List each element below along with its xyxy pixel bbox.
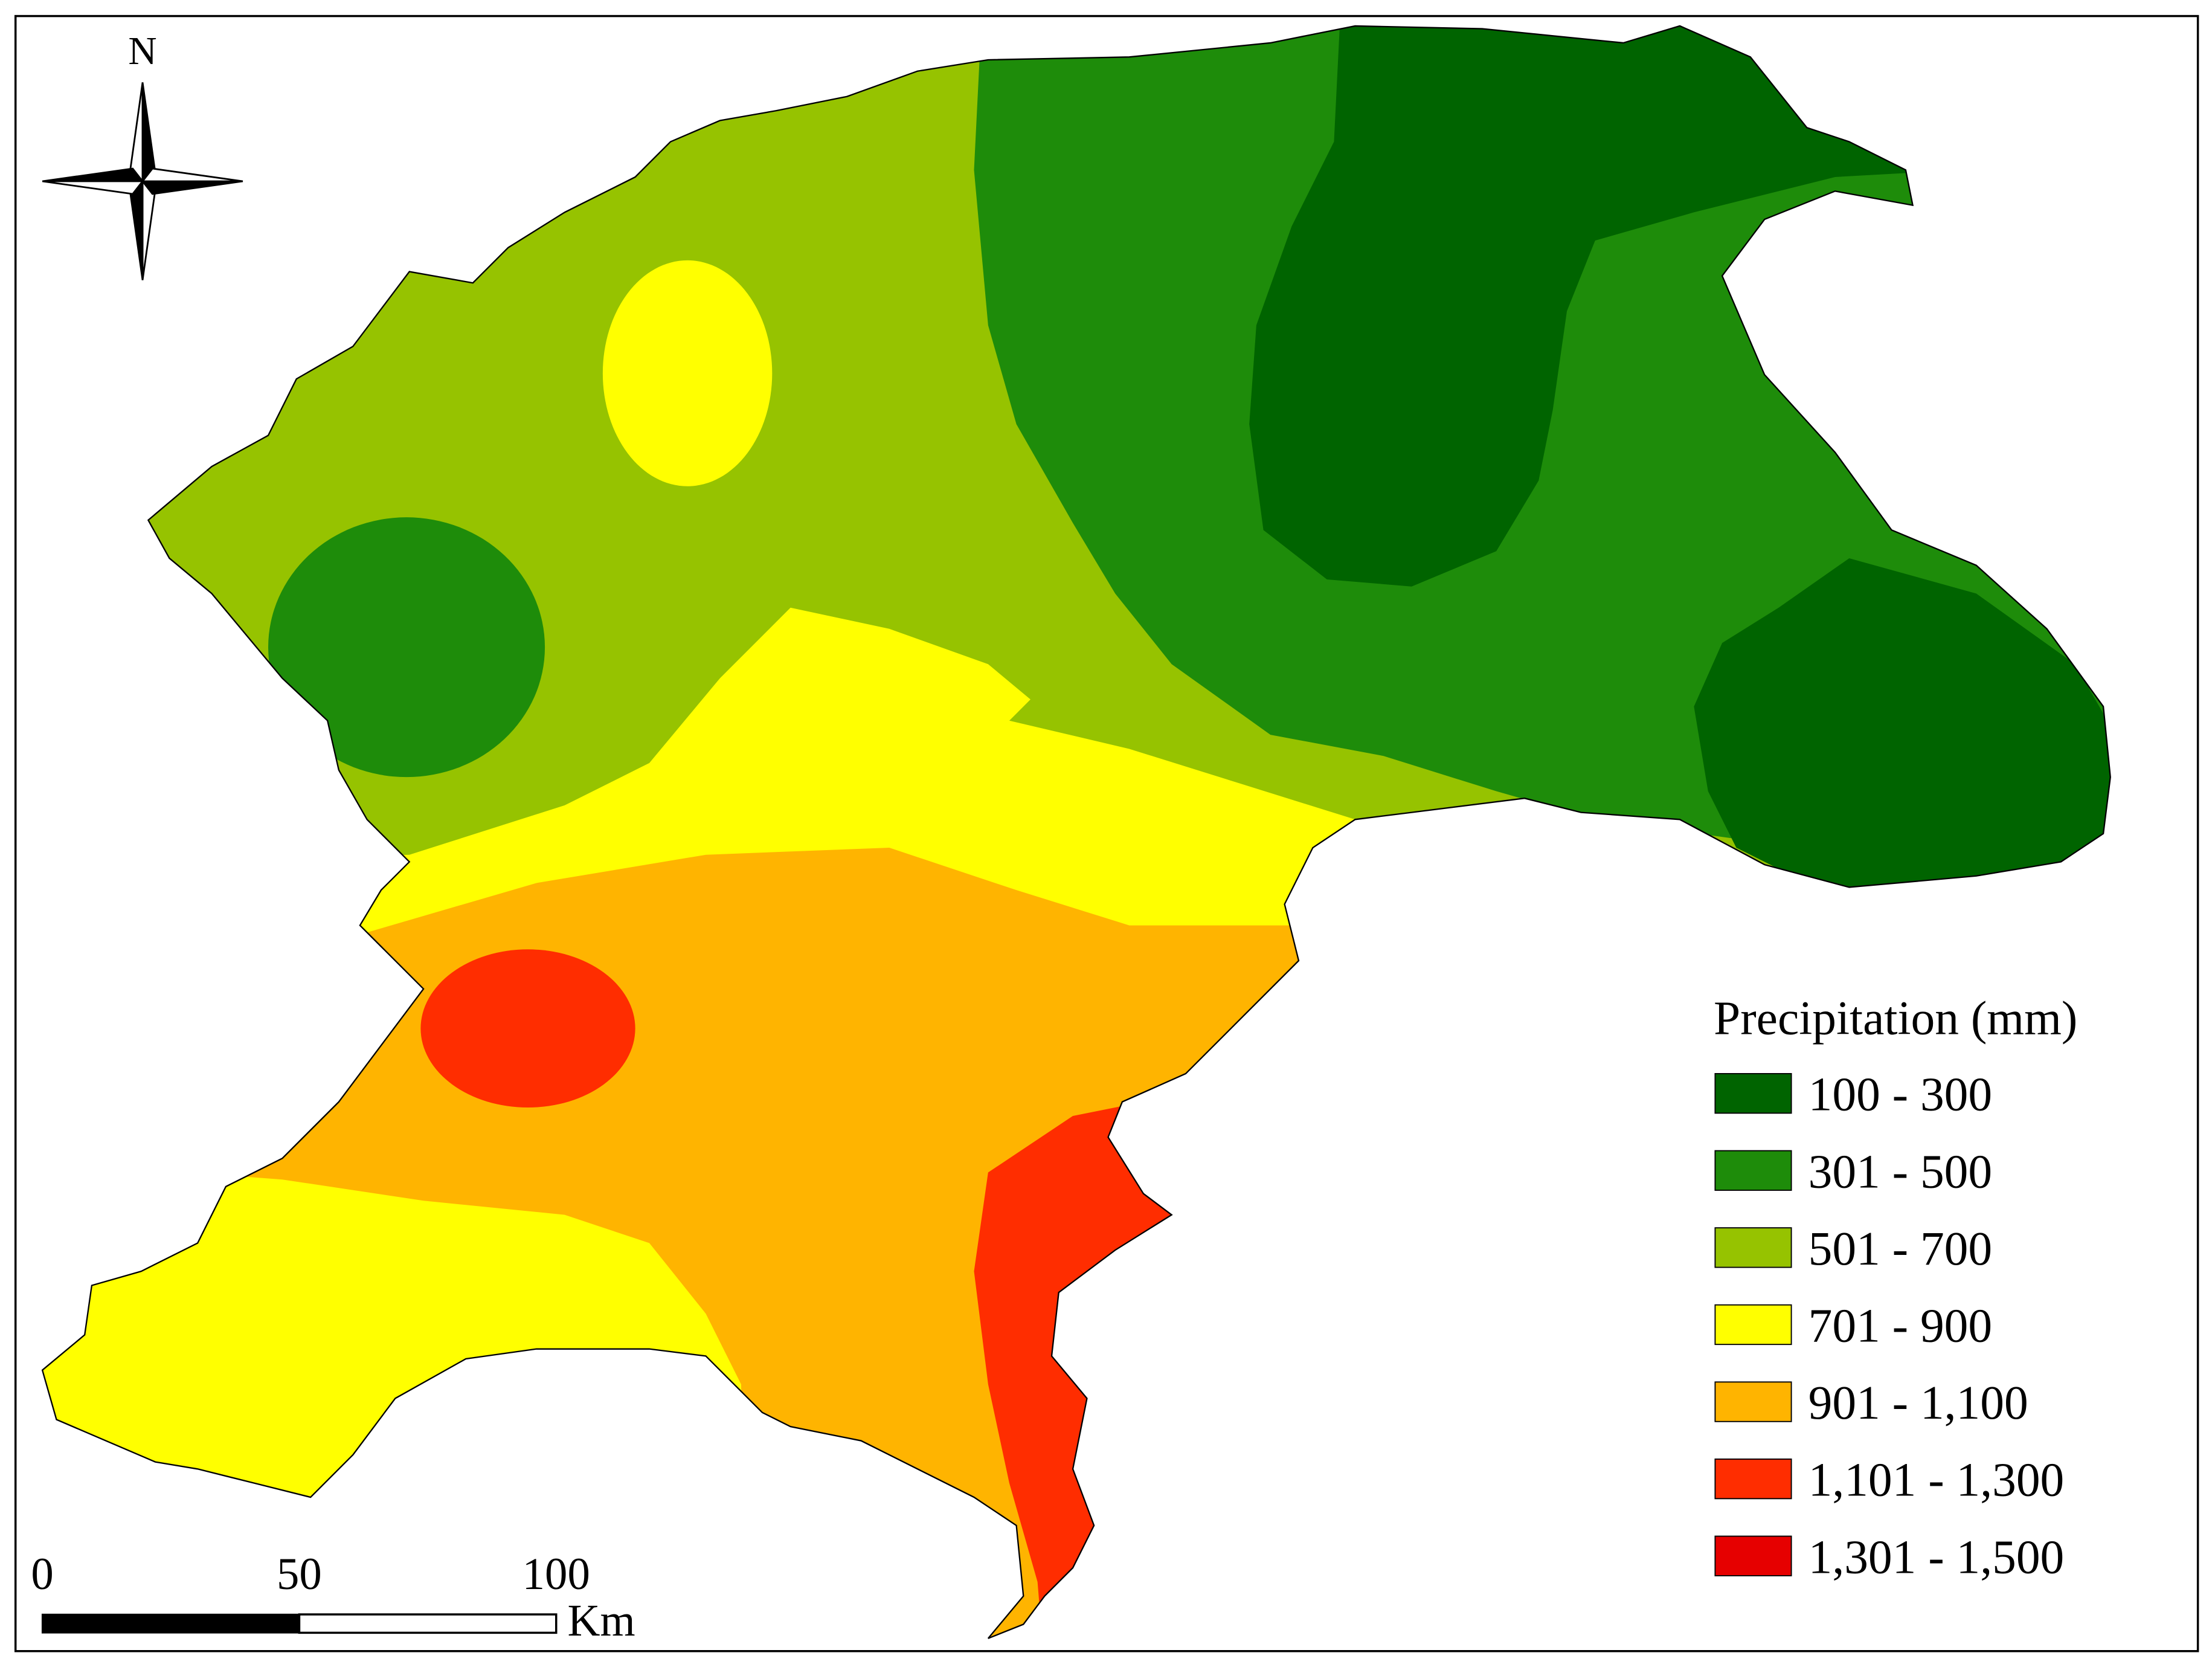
- basin-outline: [41, 25, 2111, 1639]
- zone-1101-1300-west: [420, 949, 635, 1108]
- north-arrow-label: N: [128, 30, 156, 73]
- legend-label: 1,301 - 1,500: [1809, 1530, 2065, 1584]
- legend-swatch: [1714, 1150, 1792, 1191]
- zone-701-900-north-blob: [602, 260, 773, 486]
- legend-swatch: [1714, 1535, 1792, 1576]
- scale-segment-black: [41, 1613, 300, 1634]
- scale-unit: Km: [567, 1596, 635, 1646]
- legend-swatch: [1714, 1304, 1792, 1346]
- legend-label: 501 - 700: [1809, 1222, 1993, 1275]
- legend-label: 301 - 500: [1809, 1145, 1993, 1198]
- legend-label: 100 - 300: [1809, 1068, 1993, 1121]
- legend-title: Precipitation (mm): [1714, 992, 2077, 1045]
- legend-label: 701 - 900: [1809, 1299, 1993, 1352]
- scale-tick-100: 100: [522, 1549, 590, 1599]
- zone-100-300-east: [1694, 558, 2111, 904]
- scale-segment-white: [298, 1613, 558, 1634]
- north-arrow: N: [42, 30, 243, 280]
- legend-label: 1,101 - 1,300: [1809, 1454, 2065, 1507]
- legend-swatch: [1714, 1381, 1792, 1422]
- scale-bar: 0 50 100 Km: [31, 1549, 635, 1646]
- compass-star-icon: [42, 82, 243, 280]
- legend-items: 100 - 300 301 - 500 501 - 700 701 - 900 901 …: [1714, 1068, 2065, 1584]
- legend-swatch: [1714, 1073, 1792, 1114]
- scale-tick-0: 0: [31, 1549, 53, 1599]
- legend-swatch: [1714, 1458, 1792, 1500]
- legend-swatch: [1714, 1227, 1792, 1268]
- legend: Precipitation (mm) 100 - 300 301 - 500 501…: [1714, 992, 2077, 1584]
- scale-tick-50: 50: [277, 1549, 322, 1599]
- zone-301-500-west: [268, 517, 545, 778]
- legend-label: 901 - 1,100: [1809, 1376, 2028, 1430]
